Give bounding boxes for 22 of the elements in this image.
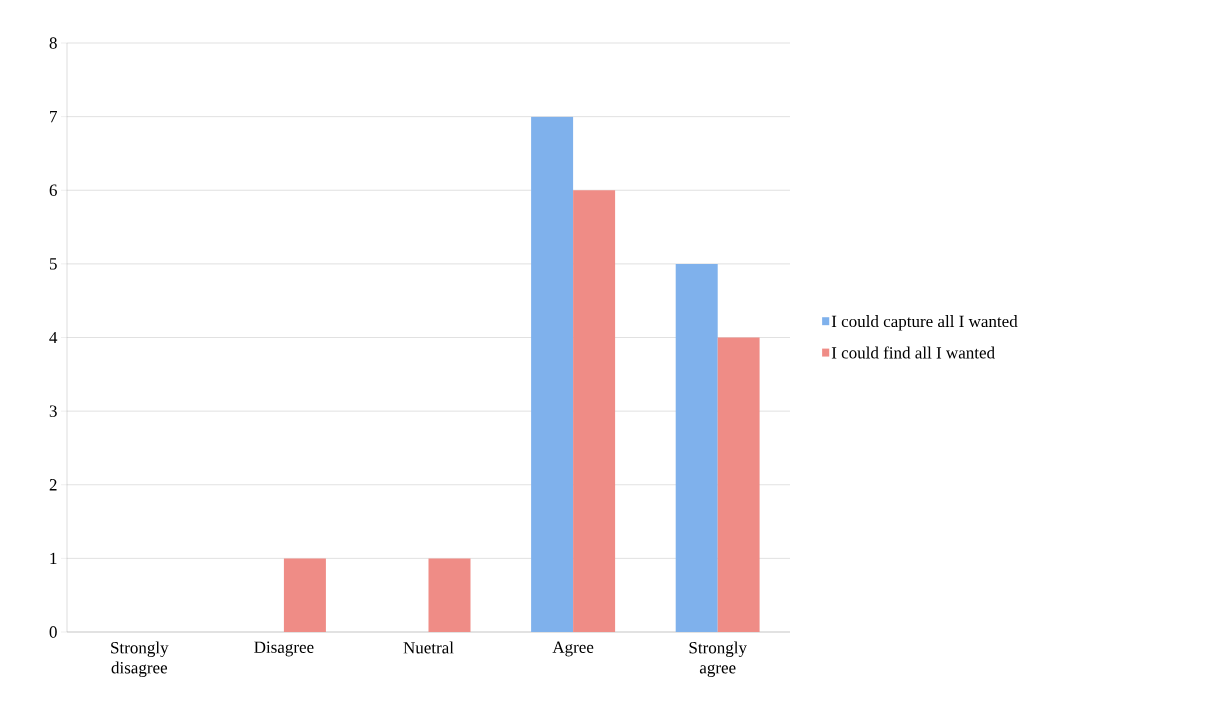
y-tick-label: 8: [49, 37, 57, 49]
y-tick-label: 2: [49, 479, 57, 491]
y-tick-label: 0: [49, 626, 57, 638]
y-tick-label: 7: [50, 111, 57, 123]
x-tick-label: Disagree: [254, 641, 314, 657]
bar: [717, 337, 760, 632]
y-tick-label: 5: [49, 258, 57, 270]
y-tick-label: 3: [49, 405, 57, 417]
bar: [531, 116, 574, 632]
x-tick-label: Nuetral: [403, 641, 454, 654]
bar: [675, 263, 718, 632]
legend-label: I could find all I wanted: [831, 346, 995, 359]
x-tick-label: Strongly disagree: [111, 641, 169, 677]
y-tick-label: 6: [49, 184, 57, 196]
x-tick-label: Strongly agree: [689, 641, 747, 677]
y-tick-label: 4: [49, 331, 58, 344]
bar: [283, 558, 326, 632]
y-tick-label: 1: [50, 552, 57, 564]
bar: [573, 190, 616, 632]
x-tick-label: Agree: [552, 641, 594, 657]
legend-label: I could capture all I wanted: [831, 315, 1018, 331]
bar: [428, 558, 471, 632]
